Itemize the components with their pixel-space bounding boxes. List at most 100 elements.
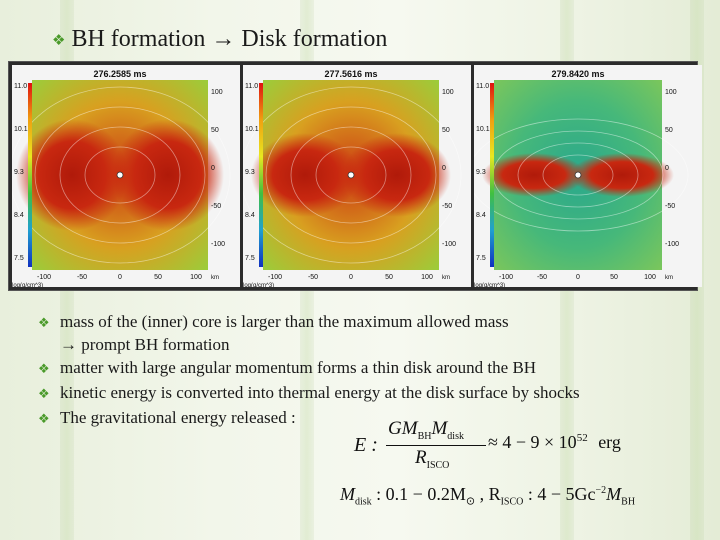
list-item: ❖ kinetic energy is converted into therm…	[38, 381, 708, 406]
colorbar-tick: 11.0	[476, 83, 489, 90]
x-tick: -50	[77, 274, 87, 281]
black-hole-marker	[347, 171, 355, 179]
x-tick: -50	[537, 274, 547, 281]
x-tick: -100	[268, 274, 282, 281]
colorbar-tick: 7.5	[245, 255, 255, 262]
y-tick: -50	[442, 203, 452, 210]
y-tick: 50	[211, 127, 219, 134]
x-tick: 50	[610, 274, 618, 281]
contour-line	[59, 126, 181, 224]
x-tick: -50	[308, 274, 318, 281]
x-tick: 0	[576, 274, 580, 281]
y-tick: -100	[211, 241, 225, 248]
colorbar-tick: 8.4	[476, 212, 486, 219]
colorbar	[259, 83, 263, 267]
diamond-check-icon: ❖	[52, 30, 66, 49]
x-tick: 50	[154, 274, 162, 281]
density-plot-1: 276.2585 ms 11.0 10.1 9.3 8.4 7.5 100 50 0 -50 -10…	[12, 69, 231, 287]
colorbar-tick: 10.1	[14, 126, 28, 133]
y-tick: -50	[665, 203, 675, 210]
contour-line	[517, 142, 639, 208]
x-tick: 100	[421, 274, 433, 281]
sun-symbol: ⊙	[465, 495, 476, 508]
time-label: 277.5616 ms	[324, 69, 377, 79]
density-lobe	[343, 133, 451, 217]
list-item: ❖ The gravitational energy released :	[38, 406, 708, 431]
slide-title: ❖ BH formation → Disk formation	[52, 26, 387, 53]
equation-constraints: Mdisk : 0.1 − 0.2M⊙ , RISCO : 4 − 5Gc−2M…	[340, 484, 635, 508]
risco-m-sub: BH	[621, 496, 636, 508]
risco-value: : 4 − 5Gc	[527, 484, 596, 504]
x-tick: 0	[118, 274, 122, 281]
fraction-bar	[386, 445, 486, 446]
colorbar-tick: 11.0	[14, 83, 27, 90]
colorbar-tick: 9.3	[245, 169, 255, 176]
risco-label: , R	[479, 484, 501, 504]
equation-numerator: GMBHMdisk	[388, 418, 464, 442]
bullet-text: mass of the (inner) core is larger than …	[60, 312, 509, 331]
y-tick: 100	[665, 89, 677, 96]
list-item: ❖ matter with large angular momentum for…	[38, 356, 708, 381]
y-tick: 0	[211, 165, 215, 172]
diamond-check-icon: ❖	[38, 316, 50, 331]
colorbar-tick: 10.1	[476, 126, 490, 133]
x-unit: km	[442, 275, 450, 281]
contour-line	[12, 86, 231, 264]
diamond-check-icon: ❖	[38, 387, 50, 402]
x-tick: 100	[190, 274, 202, 281]
y-tick: -100	[665, 241, 679, 248]
bullet-list: ❖ mass of the (inner) core is larger tha…	[38, 310, 708, 431]
colorbar-tick: 10.1	[245, 126, 259, 133]
density-plot-2: 277.5616 ms 11.0 10.1 9.3 8.4 7.5 100 50 0 -50 -10…	[243, 69, 462, 287]
y-tick: 0	[665, 165, 669, 172]
equation-value: ≈ 4 − 9 × 1052 erg	[488, 432, 621, 453]
colorbar-tick: 11.0	[245, 83, 258, 90]
bullet-text-continued: → prompt BH formation	[60, 335, 230, 354]
mdisk-value: : 0.1 − 0.2M	[376, 484, 466, 504]
density-lobe	[570, 153, 674, 197]
colorbar-tick: 9.3	[14, 169, 24, 176]
approx-value: ≈ 4 − 9 × 10	[488, 432, 577, 452]
denominator-sub: ISCO	[426, 459, 450, 471]
y-tick: -50	[211, 203, 221, 210]
contour-line	[542, 154, 614, 196]
density-panel-3: 279.8420 ms 11.0 10.1 9.3 8.4 7.5 100 50 0 -50 -10…	[474, 65, 702, 287]
colorbar-tick: 8.4	[14, 212, 24, 219]
x-tick: 100	[644, 274, 656, 281]
y-tick: 50	[665, 127, 673, 134]
contour-line	[84, 146, 156, 204]
mdisk-sub: disk	[355, 496, 372, 508]
x-tick: 50	[385, 274, 393, 281]
density-panel-2: 277.5616 ms 11.0 10.1 9.3 8.4 7.5 100 50 0 -50 -10…	[243, 65, 471, 287]
colorbar-label: log(g/cm^3)	[474, 283, 505, 287]
list-item: ❖ mass of the (inner) core is larger tha…	[38, 310, 708, 356]
colorbar-tick: 9.3	[476, 169, 486, 176]
contour-line	[315, 146, 387, 204]
density-lobe	[16, 119, 128, 231]
contour-line	[265, 106, 437, 244]
denominator-r: R	[415, 447, 427, 468]
density-lobe	[112, 119, 224, 231]
time-label: 279.8420 ms	[551, 69, 604, 79]
density-lobe	[482, 153, 586, 197]
x-unit: km	[665, 275, 673, 281]
contour-line	[34, 106, 206, 244]
y-tick: 100	[211, 89, 223, 96]
colorbar	[490, 83, 494, 267]
colorbar-label: log(g/cm^3)	[12, 283, 43, 287]
bullet-text: matter with large angular momentum forms…	[60, 358, 537, 377]
contour-line	[474, 118, 689, 232]
risco-exp: −2	[595, 485, 607, 496]
bullet-text: kinetic energy is converted into thermal…	[60, 383, 580, 402]
time-label: 276.2585 ms	[93, 69, 146, 79]
x-unit: km	[211, 275, 219, 281]
density-plot-3: 279.8420 ms 11.0 10.1 9.3 8.4 7.5 100 50 0 -50 -10…	[474, 69, 689, 287]
simulation-figure: 276.2585 ms 11.0 10.1 9.3 8.4 7.5 100 50 0 -50 -10…	[8, 61, 702, 291]
black-hole-marker	[116, 171, 124, 179]
y-tick: -100	[442, 241, 456, 248]
diamond-check-icon: ❖	[38, 412, 50, 427]
y-tick: 50	[442, 127, 450, 134]
risco-m: M	[606, 484, 622, 504]
numerator-m: M	[431, 418, 448, 439]
mdisk-m: M	[340, 484, 355, 504]
